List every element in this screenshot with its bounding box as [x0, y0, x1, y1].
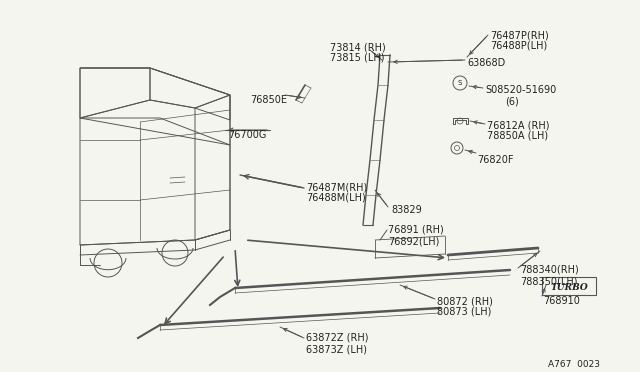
Text: 76488P(LH): 76488P(LH) — [490, 41, 547, 51]
Text: 76487P(RH): 76487P(RH) — [490, 30, 548, 40]
Text: 63872Z (RH): 63872Z (RH) — [306, 333, 369, 343]
Text: 76487M(RH): 76487M(RH) — [306, 182, 367, 192]
Text: 76891 (RH): 76891 (RH) — [388, 225, 444, 235]
Text: TURBO: TURBO — [550, 283, 588, 292]
Text: 788340(RH): 788340(RH) — [520, 265, 579, 275]
Text: S08520-51690: S08520-51690 — [485, 85, 556, 95]
Text: 76700G: 76700G — [228, 130, 266, 140]
Text: 768910: 768910 — [543, 296, 580, 306]
Text: 76820F: 76820F — [477, 155, 513, 165]
Text: 80873 (LH): 80873 (LH) — [437, 307, 492, 317]
Text: 73815 (LH): 73815 (LH) — [330, 53, 385, 63]
Text: 73814 (RH): 73814 (RH) — [330, 42, 386, 52]
Text: 78850A (LH): 78850A (LH) — [487, 131, 548, 141]
Text: 76892(LH): 76892(LH) — [388, 236, 440, 246]
Text: (6): (6) — [505, 97, 519, 107]
Text: 788350(LH): 788350(LH) — [520, 276, 577, 286]
Text: 76850E: 76850E — [250, 95, 287, 105]
Text: S: S — [458, 80, 462, 86]
Text: 83829: 83829 — [391, 205, 422, 215]
Text: 63873Z (LH): 63873Z (LH) — [306, 344, 367, 354]
Text: 76488M(LH): 76488M(LH) — [306, 193, 365, 203]
Text: A767  0023: A767 0023 — [548, 360, 600, 369]
Text: 76812A (RH): 76812A (RH) — [487, 120, 550, 130]
Text: 80872 (RH): 80872 (RH) — [437, 296, 493, 306]
Text: 63868D: 63868D — [467, 58, 505, 68]
